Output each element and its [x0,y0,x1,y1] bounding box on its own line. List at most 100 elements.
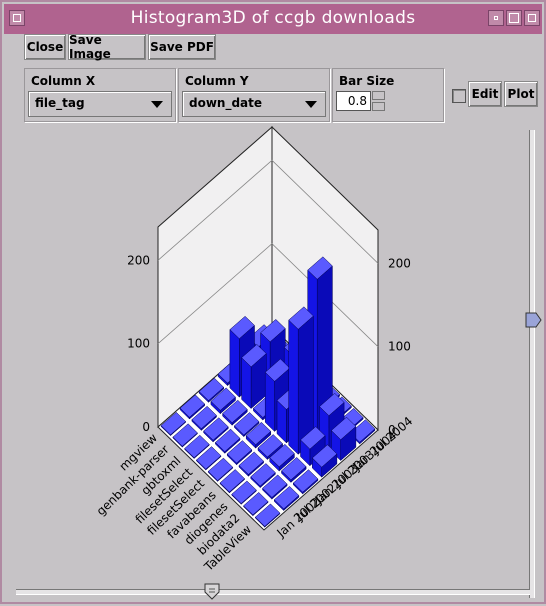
bar-face [300,439,311,467]
bar-face [248,324,274,348]
horizontal-rotation-slider[interactable] [16,589,530,595]
bar-face [350,432,360,445]
bar-face [264,371,275,432]
bar-face [222,412,233,426]
bar-face [302,478,319,495]
bar-face [210,400,221,415]
histogram-bar [241,344,267,410]
bar-face [279,350,305,374]
bar-face [184,447,195,460]
bar-face [291,375,302,388]
bar-face [300,426,326,450]
bar-face [241,357,252,410]
bar-face [290,466,307,483]
histogram-bar [295,328,321,427]
bar-face [292,469,319,493]
histogram-bar [330,416,357,462]
bar-face [257,447,268,461]
bar-face [224,437,241,454]
bar-face [302,373,329,397]
bar-face [262,487,273,500]
bar-face [198,377,225,401]
plot-button[interactable]: Plot [504,81,538,107]
z-gridline [157,159,379,264]
histogram-bar [262,474,288,500]
bar-face [307,269,318,439]
histogram-bar [253,394,279,421]
bar-face [234,412,260,436]
bar-face [215,441,226,454]
window-menu-icon[interactable] [9,10,25,26]
bar-face [245,435,256,449]
bar-face [328,401,345,450]
histogram-bar [311,444,338,478]
column-y-select[interactable]: down_date [182,91,326,117]
bar-face [229,478,245,494]
bar-face [208,386,224,403]
histogram-bar [160,411,187,437]
bar-face [273,486,300,510]
bar-face [295,341,306,427]
edit-button[interactable]: Edit [468,81,502,107]
minimize-icon[interactable] [488,10,504,26]
bar-face [253,407,264,421]
histogram-bar [276,386,302,444]
histogram-bar [283,333,310,416]
histogram-bar [243,492,269,517]
vertical-rotation-slider[interactable] [529,130,535,598]
histogram-bar [291,362,317,388]
x-category-label: mgview [116,431,160,474]
bar-face [311,444,338,468]
close-button[interactable]: Close [24,34,66,60]
bar-face [267,352,278,365]
bar-face [300,371,317,388]
histogram-bar [267,339,293,365]
horizontal-slider-thumb[interactable] [203,582,223,602]
histogram-bar [238,451,264,477]
bar-face [269,457,280,472]
bar-face [236,339,263,363]
bar-face [277,348,293,365]
save-pdf-button[interactable]: Save PDF [148,34,216,60]
bar-face [274,499,284,512]
bar-face [276,386,302,410]
histogram-bar [217,360,244,387]
save-image-button[interactable]: Save Image [68,33,146,61]
bar-face [191,405,217,430]
title-bar[interactable]: Histogram3D of ccgb downloads [4,4,542,34]
z-tick-label-left: 0 [142,420,150,434]
bar-face [184,434,210,459]
bar-size-spinner[interactable]: 0.8 [336,91,386,113]
column-x-select[interactable]: file_tag [28,91,172,117]
bar-size-field[interactable]: 0.8 [336,91,371,111]
edit-checkbox[interactable] [452,89,466,103]
bar-face [338,421,349,433]
histogram-bar [191,405,217,431]
histogram-bar [281,457,307,483]
bar-face [160,425,171,437]
spin-down-icon[interactable] [372,102,385,111]
bar-face [309,435,326,467]
histogram-bar [254,503,281,528]
histogram-bar [245,421,272,449]
restore-icon[interactable] [506,10,522,26]
bar-face [243,421,260,438]
vertical-slider-thumb[interactable] [524,311,544,329]
histogram-bar [255,327,282,353]
x-category-label: TableView [201,522,254,574]
bar-face [236,352,247,370]
close-window-icon[interactable] [524,10,540,26]
chevron-down-icon [305,101,317,108]
bar-face [250,463,276,487]
chevron-down-icon [151,101,163,108]
bar-face [347,416,364,433]
bar-face [272,391,283,404]
bar-face [217,360,244,384]
bar-face [262,474,288,498]
bar-face [255,340,266,353]
column-y-label: Column Y [185,74,249,88]
bar-face [340,425,357,462]
histogram-bar [264,358,291,432]
spin-up-icon[interactable] [372,91,385,100]
